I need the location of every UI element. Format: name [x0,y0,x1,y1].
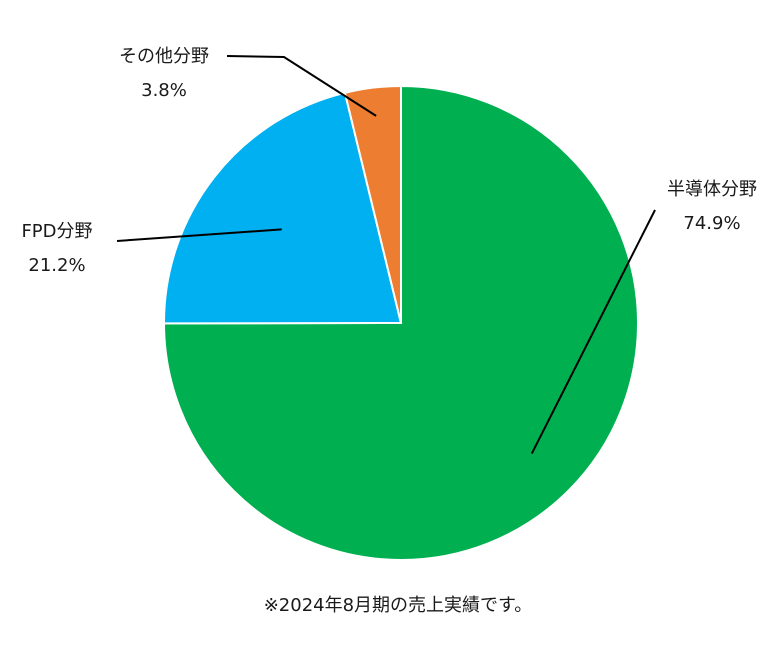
slice-label-other-name: その他分野 [119,46,209,67]
leader-line-fpd [116,228,282,242]
footnote: ※2024年8月期の売上実績です。 [264,595,533,616]
leader-line-semiconductor [530,209,656,455]
pie-slice-semiconductor [162,84,639,561]
slice-label-fpd-name: FPD分野 [21,221,92,242]
leader-lines [116,55,656,455]
slice-label-semiconductor-value: 74.9% [683,213,740,234]
leader-line-other [226,55,377,117]
slice-label-semiconductor-name: 半導体分野 [667,179,757,200]
pie-slice-other [343,84,402,324]
slice-label-fpd-value: 21.2% [28,255,85,276]
pie-slices [162,84,639,561]
pie-slice-fpd [162,91,403,325]
slice-label-other-value: 3.8% [141,80,187,101]
